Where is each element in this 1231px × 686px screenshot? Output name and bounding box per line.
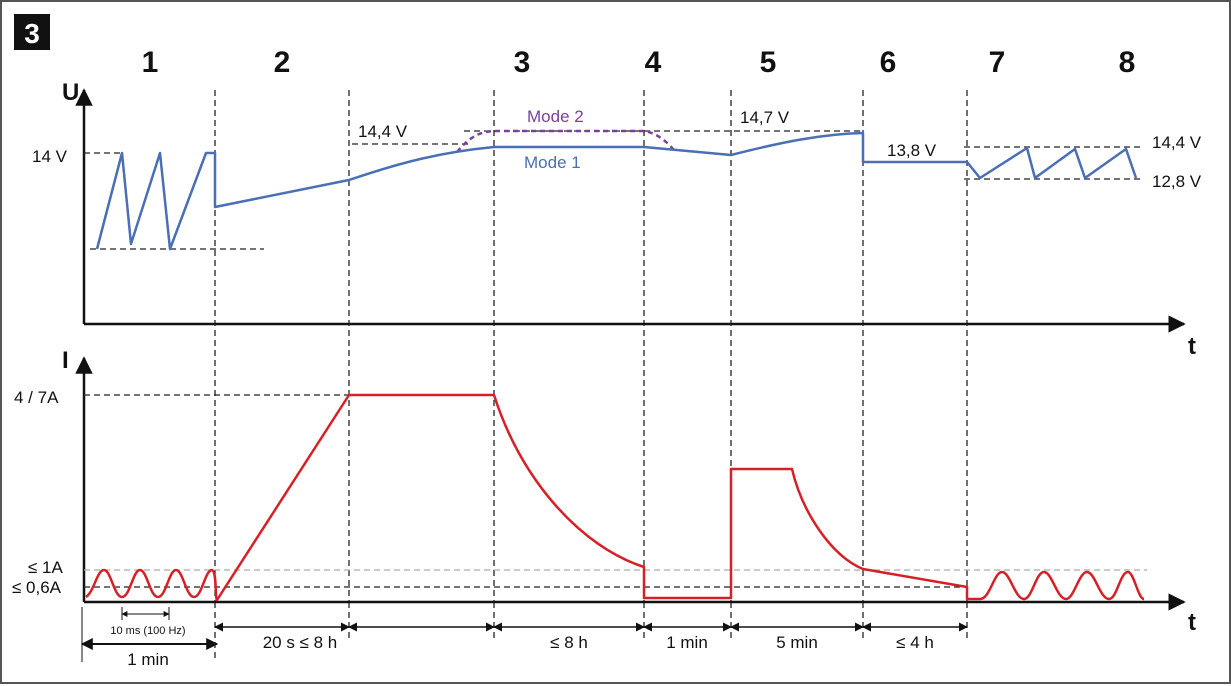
- duration-phase-3: ≤ 8 h: [550, 633, 588, 652]
- phase-dividers: [214, 90, 968, 602]
- phase-label-1: 1: [142, 46, 159, 79]
- voltage-14v-label: 14 V: [32, 147, 68, 166]
- current-max-label: 4 / 7A: [14, 388, 59, 407]
- figure-number: 3: [24, 18, 40, 49]
- phase-label-5: 5: [760, 46, 777, 79]
- duration-arrows: [80, 602, 968, 662]
- voltage-128v-right-label: 12,8 V: [1152, 172, 1202, 191]
- phase-labels: 1 2 3 4 5 6 7 8: [142, 46, 1136, 79]
- voltage-panel: U t 14 V 14,4 V 14,7 V 13,8 V 14,4 V 12,…: [32, 79, 1202, 360]
- phase-label-8: 8: [1119, 46, 1136, 79]
- duration-labels: 10 ms (100 Hz) 1 min 20 s ≤ 8 h ≤ 8 h 1 …: [110, 625, 933, 669]
- current-panel: I t 4 / 7A ≤ 1A ≤ 0,6A: [12, 347, 1196, 636]
- duration-phase-5: 5 min: [776, 633, 818, 652]
- duration-phase-4: 1 min: [666, 633, 708, 652]
- phase-label-7: 7: [989, 46, 1006, 79]
- mode1-label: Mode 1: [524, 153, 581, 172]
- voltage-time-label: t: [1188, 333, 1196, 360]
- current-le1-label: ≤ 1A: [28, 558, 64, 577]
- voltage-144v-label: 14,4 V: [358, 122, 408, 141]
- voltage-144v-right-label: 14,4 V: [1152, 133, 1202, 152]
- duration-phase-6: ≤ 4 h: [896, 633, 934, 652]
- mode2-curve: [456, 129, 675, 153]
- voltage-axis-label: U: [62, 79, 79, 106]
- current-time-label: t: [1188, 609, 1196, 636]
- duration-phase-2: 20 s ≤ 8 h: [263, 633, 338, 652]
- current-axis-label: I: [62, 347, 69, 374]
- duration-pulse: 10 ms (100 Hz): [110, 625, 185, 637]
- phase-label-6: 6: [880, 46, 897, 79]
- duration-phase-1: 1 min: [127, 650, 169, 669]
- current-le06-label: ≤ 0,6A: [12, 578, 62, 597]
- mode2-label: Mode 2: [527, 107, 584, 126]
- figure-number-badge: [14, 14, 50, 50]
- voltage-curve: [95, 131, 1138, 251]
- voltage-147v-label: 14,7 V: [740, 108, 790, 127]
- current-curve: [85, 393, 1145, 602]
- voltage-138v-label: 13,8 V: [887, 141, 937, 160]
- phase-label-4: 4: [645, 46, 662, 79]
- phase-label-3: 3: [514, 46, 531, 79]
- phase-label-2: 2: [274, 46, 291, 79]
